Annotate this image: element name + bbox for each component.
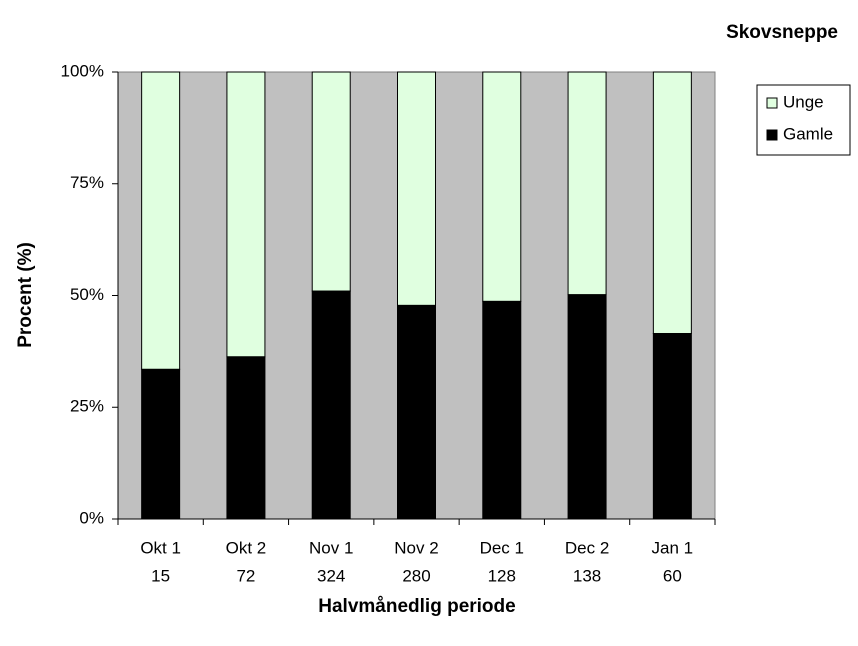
legend-swatch [766, 129, 778, 141]
legend-swatch [766, 97, 778, 109]
bar-segment [397, 71, 436, 306]
x-tick-label: Dec 2 [565, 538, 609, 557]
x-tick-label: Nov 2 [394, 538, 438, 557]
bar-segment [652, 332, 692, 520]
legend-label: Unge [783, 92, 824, 111]
x-tick-label: Jan 1 [652, 538, 694, 557]
bar-segment [226, 71, 266, 358]
chart-title: Skovsneppe [726, 22, 838, 43]
x-tick-sublabel: 60 [663, 566, 682, 585]
bar-segment [482, 300, 522, 520]
x-tick-label: Dec 1 [480, 538, 524, 557]
y-tick-label: 75% [70, 173, 104, 192]
x-tick-label: Okt 2 [226, 538, 267, 557]
bar-segment [311, 71, 351, 292]
x-tick-label: Nov 1 [309, 538, 353, 557]
bar-segment [652, 71, 692, 334]
y-tick-label: 0% [79, 508, 104, 527]
y-tick-label: 25% [70, 397, 104, 416]
x-tick-sublabel: 15 [151, 566, 170, 585]
x-tick-sublabel: 138 [573, 566, 601, 585]
bar-segment [567, 294, 607, 520]
legend-box [756, 84, 851, 156]
bar-segment [226, 356, 266, 520]
x-tick-label: Okt 1 [140, 538, 181, 557]
x-tick-sublabel: 72 [236, 566, 255, 585]
x-axis-label: Halvmånedlig periode [318, 596, 515, 617]
x-tick-sublabel: 128 [488, 566, 516, 585]
bar-segment [141, 368, 181, 520]
bar-segment [397, 304, 436, 520]
x-tick-sublabel: 280 [402, 566, 430, 585]
y-axis-label: Procent (%) [15, 242, 36, 348]
legend-label: Gamle [783, 124, 833, 143]
y-tick-label: 100% [61, 61, 104, 80]
bar-segment [311, 290, 351, 520]
y-tick-label: 50% [70, 285, 104, 304]
bar-segment [567, 71, 607, 296]
bar-segment [141, 71, 181, 370]
x-tick-sublabel: 324 [317, 566, 345, 585]
bar-segment [482, 71, 522, 302]
